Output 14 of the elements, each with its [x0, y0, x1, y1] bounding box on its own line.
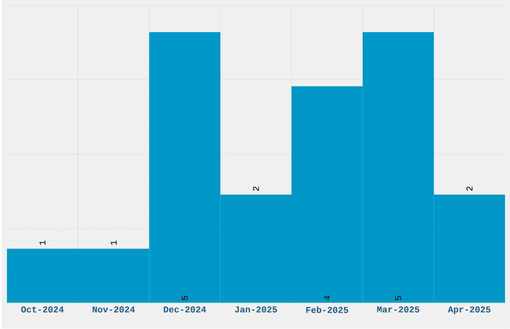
data-label: 1	[39, 240, 46, 245]
x-tick-label: Apr-2025	[448, 306, 490, 314]
data-label: 4	[324, 296, 330, 300]
x-tick-label: Jan-2025	[234, 306, 277, 313]
data-label: 5	[182, 296, 188, 300]
data-label: 2	[252, 186, 259, 191]
data-label: 1	[110, 240, 117, 245]
data-label: 2	[466, 186, 472, 191]
x-tick-label: Feb-2025	[306, 306, 348, 314]
x-tick-label: Mar-2025	[377, 306, 420, 313]
x-tick-label: Nov-2024	[92, 306, 135, 313]
x-tick-label: Dec-2024	[164, 306, 206, 313]
data-label: 5	[395, 296, 402, 300]
x-tick-label: Oct-2024	[21, 306, 64, 313]
